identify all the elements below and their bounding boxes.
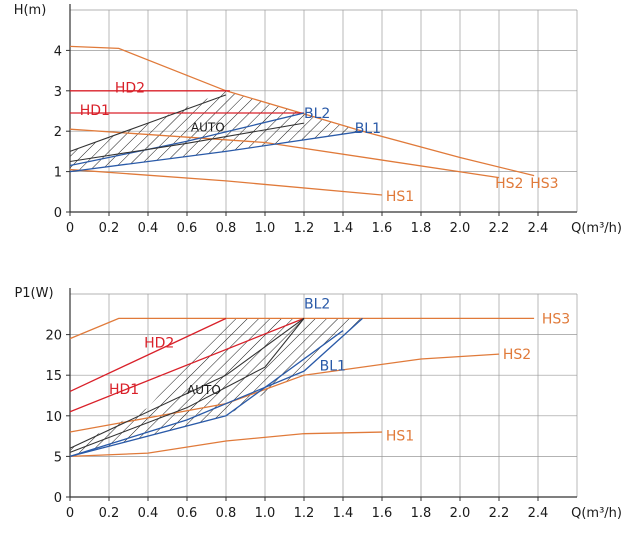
y-tick-label: 1 [54, 166, 62, 181]
auto-annotation: AUTO [187, 383, 221, 397]
y-tick-label: 15 [45, 369, 62, 384]
x-tick-label: 2.4 [528, 221, 549, 236]
curve-bl1 [69, 330, 344, 458]
y-tick-label: 4 [54, 44, 62, 59]
y-tick-label: 0 [54, 206, 62, 221]
head-flow-chart: 0 0.2 0.4 0.6 0.8 1.0 1.2 1.4 1.6 1.8 2.0 2.2 2.4 0 1 2… [14, 3, 622, 236]
auto-boundary-line [69, 317, 305, 449]
curve-hd1 [69, 317, 305, 413]
auto-boundary-line [69, 122, 305, 163]
curve-label-hs3: HS3 [542, 311, 570, 327]
x-axis-title: Q(m³/h) [571, 506, 622, 521]
curve-label-hs2: HS2 [503, 347, 531, 363]
x-axis-title: Q(m³/h) [571, 221, 622, 236]
power-flow-chart: 0 0.2 0.4 0.6 0.8 1.0 1.2 1.4 1.6 1.8 2.0 2.2 2.4 0 5 1… [14, 286, 622, 521]
x-tick-label: 1.2 [294, 506, 315, 521]
curve-label-hd2: HD2 [144, 336, 174, 352]
curve-hs1 [69, 431, 383, 458]
curve-label-hd2: HD2 [115, 81, 145, 97]
curve-hd2 [69, 317, 227, 393]
curve-hs1 [69, 168, 383, 196]
curve-bl1 [69, 130, 363, 173]
x-tick-label: 2.0 [450, 506, 471, 521]
curve-label-hd1: HD1 [109, 382, 139, 398]
x-tick-label: 1.4 [333, 221, 354, 236]
x-tick-label: 1.2 [294, 221, 315, 236]
x-tick-label: 1.0 [255, 506, 276, 521]
x-tick-label: 2.0 [450, 221, 471, 236]
x-tick-label: 0.4 [138, 506, 159, 521]
x-tick-label: 1.0 [255, 221, 276, 236]
x-tick-label: 2.2 [489, 506, 510, 521]
auto-annotation: AUTO [191, 120, 225, 134]
auto-hatched-region [70, 90, 363, 172]
x-tick-label: 0.8 [216, 221, 237, 236]
curve-label-hs3: HS3 [530, 176, 558, 192]
curve-hs3 [69, 317, 535, 340]
x-tick-label: 0.2 [99, 221, 120, 236]
x-tick-label: 0.6 [177, 506, 198, 521]
curve-label-hs2: HS2 [495, 176, 523, 192]
curve-label-bl2: BL2 [304, 106, 330, 122]
curve-hs2 [69, 128, 500, 179]
curve-label-hs1: HS1 [386, 189, 414, 205]
curve-label-bl1: BL1 [320, 358, 346, 374]
y-axis-title: P1(W) [14, 286, 53, 301]
y-tick-label: 20 [45, 329, 62, 344]
x-tick-label: 0.6 [177, 221, 198, 236]
x-tick-label: 1.6 [372, 506, 393, 521]
x-tick-label: 2.2 [489, 221, 510, 236]
curve-label-bl2: BL2 [304, 297, 330, 313]
y-tick-label: 2 [54, 125, 62, 140]
auto-boundary-line [69, 318, 305, 453]
x-tick-label: 1.8 [411, 221, 432, 236]
y-tick-label: 5 [54, 450, 62, 465]
x-tick-label: 0.4 [138, 221, 159, 236]
y-tick-label: 3 [54, 85, 62, 100]
curve-hs3 [69, 45, 535, 177]
x-tick-label: 1.8 [411, 506, 432, 521]
x-tick-label: 1.4 [333, 506, 354, 521]
curve-bl2 [69, 317, 363, 458]
curve-bl2 [69, 112, 305, 167]
y-tick-label: 0 [54, 491, 62, 506]
x-tick-label: 2.4 [528, 506, 549, 521]
auto-boundary-line [69, 94, 227, 152]
x-tick-label: 0.2 [99, 506, 120, 521]
x-tick-label: 0.8 [216, 506, 237, 521]
curve-label-bl1: BL1 [355, 121, 381, 137]
x-tick-label: 0 [66, 221, 74, 236]
x-tick-label: 1.6 [372, 221, 393, 236]
curve-label-hd1: HD1 [80, 103, 110, 119]
y-tick-label: 10 [45, 410, 62, 425]
curve-label-hs1: HS1 [386, 428, 414, 444]
auto-hatched-region [70, 318, 363, 457]
y-axis-title: H(m) [14, 3, 47, 18]
x-tick-label: 0 [66, 506, 74, 521]
